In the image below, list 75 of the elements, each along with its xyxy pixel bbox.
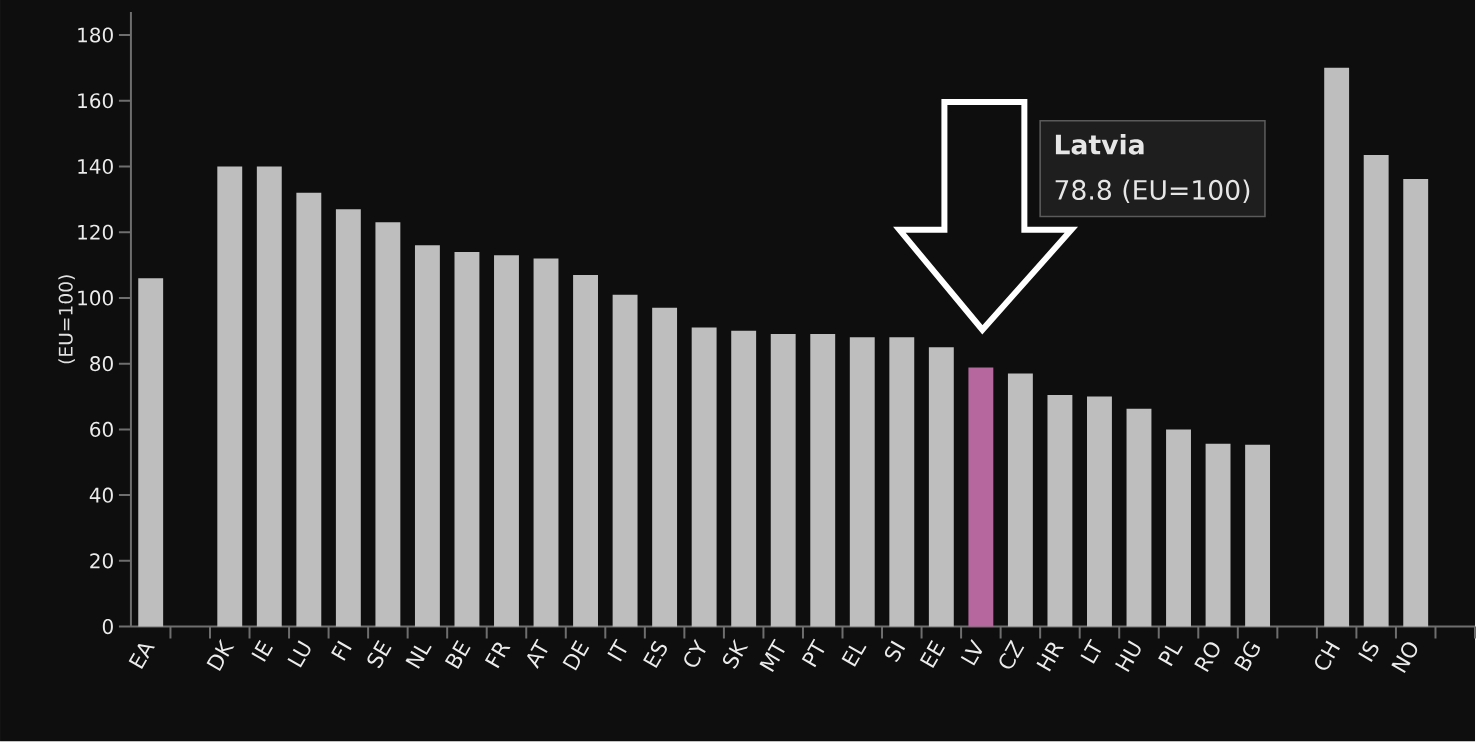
bar	[770, 334, 796, 627]
bar	[1007, 373, 1033, 627]
x-tick-label: BE	[444, 640, 471, 670]
x-tick-label: AT	[527, 638, 548, 670]
bar	[1324, 68, 1350, 627]
x-tick-label: PL	[1158, 645, 1183, 667]
bar	[1363, 155, 1389, 627]
y-tick-label: 0	[102, 619, 113, 635]
y-tick-label: 140	[78, 159, 113, 175]
bar	[968, 367, 994, 627]
bar	[652, 308, 678, 627]
x-tick-label: LV	[960, 639, 983, 666]
x-tick-label: FR	[484, 642, 511, 669]
bar	[335, 209, 361, 627]
bar	[889, 337, 915, 627]
bar	[1166, 429, 1191, 627]
bar	[375, 222, 401, 627]
x-tick-label: FI	[331, 640, 352, 662]
y-tick-label: 80	[90, 356, 113, 372]
bar	[1087, 396, 1112, 627]
x-tick-label: RO	[1194, 642, 1220, 673]
x-tick-label: CH	[1315, 640, 1340, 671]
bar	[454, 252, 480, 627]
x-tick-label: DK	[206, 639, 235, 672]
bar	[217, 166, 243, 627]
x-tick-label: HR	[1036, 642, 1064, 672]
x-tick-label: ES	[643, 641, 667, 669]
x-tick-label: MT	[759, 638, 785, 673]
bar	[256, 166, 282, 627]
x-tick-label: HU	[1115, 640, 1141, 673]
x-tick-label: NO	[1391, 642, 1418, 674]
x-tick-label: EA	[128, 644, 155, 670]
bar	[1126, 408, 1152, 627]
y-axis-title: (EU=100)	[58, 275, 75, 364]
annotation: 78.8 (EU=100)	[1055, 179, 1250, 204]
x-tick-label: CZ	[999, 640, 1025, 669]
y-tick-label: 40	[89, 487, 113, 503]
bar	[533, 258, 559, 627]
bar	[731, 331, 757, 627]
x-tick-label: CY	[684, 638, 706, 668]
y-tick-label: 20	[90, 553, 113, 569]
bar	[849, 337, 875, 627]
y-tick-label: 180	[78, 27, 113, 43]
bar	[1403, 179, 1429, 627]
bar	[573, 275, 598, 627]
bar	[1245, 445, 1271, 627]
y-tick-label: 120	[78, 224, 113, 240]
bar	[1205, 444, 1231, 627]
x-tick-label: EL	[841, 645, 867, 667]
x-tick-label: SE	[367, 640, 392, 669]
x-tick-label: BG	[1234, 641, 1260, 672]
y-tick-label: 100	[78, 290, 113, 306]
bar	[1047, 395, 1073, 627]
bar	[296, 192, 322, 627]
bar	[810, 334, 836, 627]
bar	[928, 347, 954, 627]
x-tick-label: IT	[607, 638, 627, 662]
bar	[138, 278, 164, 627]
y-tick-label: 160	[78, 93, 113, 109]
bar	[691, 327, 717, 627]
bar	[494, 255, 519, 627]
x-tick-label: NL	[405, 645, 432, 670]
x-tick-label: IS	[1358, 641, 1379, 663]
x-tick-label: SI	[884, 640, 906, 663]
x-tick-label: EE	[919, 640, 946, 669]
x-tick-label: DE	[562, 640, 590, 671]
bar	[414, 245, 440, 627]
annotation: Latvia	[1055, 134, 1144, 155]
x-tick-label: LU	[287, 640, 311, 668]
bar	[612, 294, 638, 627]
x-tick-label: IE	[251, 640, 273, 663]
x-tick-label: PT	[801, 638, 825, 668]
y-tick-label: 60	[90, 422, 113, 438]
x-tick-label: LT	[1080, 638, 1102, 664]
x-tick-label: SK	[722, 639, 749, 669]
